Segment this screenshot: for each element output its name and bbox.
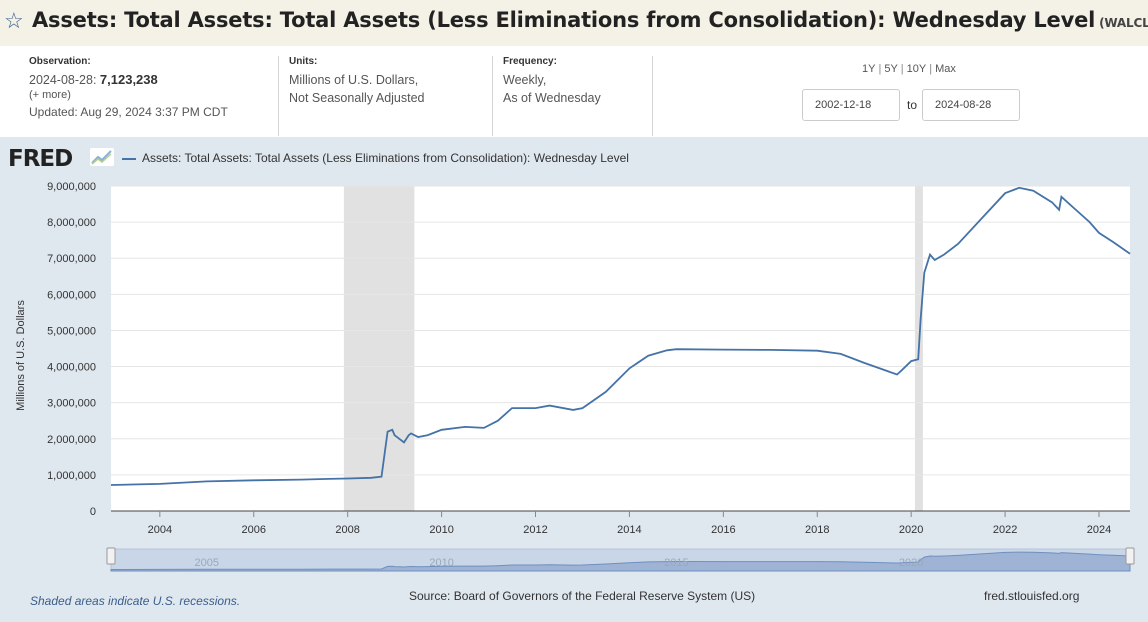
- frequency-line-1: Weekly,: [503, 73, 547, 87]
- navigator-tick-label: 2015: [664, 557, 688, 569]
- y-tick-label: 7,000,000: [47, 253, 96, 265]
- navigator-handle[interactable]: [106, 547, 116, 565]
- range-separator: |: [929, 63, 933, 75]
- navigator-handle[interactable]: [1125, 547, 1135, 565]
- x-tick-label: 2018: [805, 524, 829, 536]
- y-tick-label: 4,000,000: [47, 362, 96, 374]
- units-line-1: Millions of U.S. Dollars,: [289, 73, 419, 87]
- x-tick-label: 2016: [711, 524, 735, 536]
- fred-logo: FRED: [8, 146, 73, 172]
- start-date-input[interactable]: 2002-12-18: [802, 89, 900, 121]
- x-tick-label: 2012: [523, 524, 547, 536]
- range-separator: |: [900, 63, 904, 75]
- divider: [652, 56, 653, 136]
- recession-band: [343, 186, 415, 511]
- range-max-button[interactable]: Max: [935, 63, 956, 75]
- navigator-tick-label: 2020: [899, 557, 923, 569]
- y-tick-label: 9,000,000: [47, 181, 96, 193]
- range-1y-button[interactable]: 1Y: [862, 63, 876, 75]
- observation-date: 2024-08-28:: [29, 73, 97, 87]
- chart-legend: Assets: Total Assets: Total Assets (Less…: [122, 151, 629, 165]
- range-5y-button[interactable]: 5Y: [884, 63, 898, 75]
- fred-graph-icon: [90, 148, 114, 166]
- date-to-label: to: [907, 98, 918, 112]
- y-tick-label: 1,000,000: [47, 470, 96, 482]
- series-metadata: Observation: 2024-08-28: 7,123,238 (+ mo…: [0, 46, 1148, 137]
- x-tick-label: 2006: [242, 524, 266, 536]
- recession-note: Shaded areas indicate U.S. recessions.: [30, 594, 241, 608]
- star-icon[interactable]: ☆: [4, 8, 24, 33]
- y-tick-label: 3,000,000: [47, 398, 96, 410]
- source-text: Source: Board of Governors of the Federa…: [409, 589, 756, 603]
- title-bar: ☆ Assets: Total Assets: Total Assets (Le…: [0, 0, 1148, 46]
- y-tick-label: 2,000,000: [47, 434, 96, 446]
- units-label: Units:: [289, 56, 318, 67]
- y-tick-label: 5,000,000: [47, 325, 96, 337]
- range-selector: 1Y | 5Y | 10Y | Max: [862, 63, 956, 75]
- x-tick-label: 2020: [899, 524, 923, 536]
- x-tick-label: 2022: [993, 524, 1017, 536]
- navigator-tick-label: 2010: [429, 557, 453, 569]
- series-line: [110, 186, 1131, 486]
- x-tick-label: 2010: [429, 524, 453, 536]
- range-separator: |: [878, 63, 882, 75]
- observation-block: Observation: 2024-08-28: 7,123,238 (+ mo…: [29, 56, 228, 119]
- x-tick-label: 2008: [335, 524, 359, 536]
- observation-label: Observation:: [29, 56, 91, 67]
- y-axis: 0 1,000,000 2,000,000 3,000,000 4,000,000 5,0…: [47, 181, 96, 518]
- frequency-block: Frequency: Weekly, As of Wednesday: [503, 56, 601, 107]
- x-tick-label: 2004: [148, 524, 172, 536]
- navigator-tick-label: 2005: [195, 557, 219, 569]
- y-tick-label: 0: [90, 506, 96, 518]
- range-10y-button[interactable]: 10Y: [906, 63, 927, 75]
- units-block: Units: Millions of U.S. Dollars, Not Sea…: [289, 56, 425, 107]
- divider: [492, 56, 493, 136]
- legend-line-swatch: [122, 157, 136, 160]
- updated-timestamp: Updated: Aug 29, 2024 3:37 PM CDT: [29, 105, 228, 119]
- plot-background: [111, 186, 1130, 511]
- legend-label: Assets: Total Assets: Total Assets (Less…: [142, 151, 629, 165]
- more-observations-link[interactable]: (+ more): [29, 89, 71, 101]
- y-tick-label: 6,000,000: [47, 289, 96, 301]
- y-tick-label: 8,000,000: [47, 217, 96, 229]
- source-url[interactable]: fred.stlouisfed.org: [984, 589, 1080, 603]
- range-navigator[interactable]: 2005 2010 2015 2020: [106, 547, 1135, 572]
- series-title: Assets: Total Assets: Total Assets (Less…: [32, 8, 1096, 32]
- page-title: Assets: Total Assets: Total Assets (Less…: [32, 8, 1148, 32]
- observation-value: 7,123,238: [99, 72, 158, 87]
- x-tick-label: 2014: [617, 524, 641, 536]
- divider: [278, 56, 279, 136]
- units-line-2: Not Seasonally Adjusted: [289, 91, 425, 105]
- chart-area: 0 1,000,000 2,000,000 3,000,000 4,000,000 5,0…: [15, 181, 1135, 572]
- x-axis: 2004 2006 2008 2010 2012 2014 2016 2018 2020 2022…: [111, 510, 1130, 536]
- series-id: (WALCL): [1099, 16, 1148, 30]
- end-date-input[interactable]: 2024-08-28: [922, 89, 1020, 121]
- frequency-line-2: As of Wednesday: [503, 91, 601, 105]
- frequency-label: Frequency:: [503, 56, 557, 67]
- y-axis-label: Millions of U.S. Dollars: [15, 300, 27, 411]
- navigator-series: [110, 551, 1131, 572]
- x-tick-label: 2024: [1087, 524, 1111, 536]
